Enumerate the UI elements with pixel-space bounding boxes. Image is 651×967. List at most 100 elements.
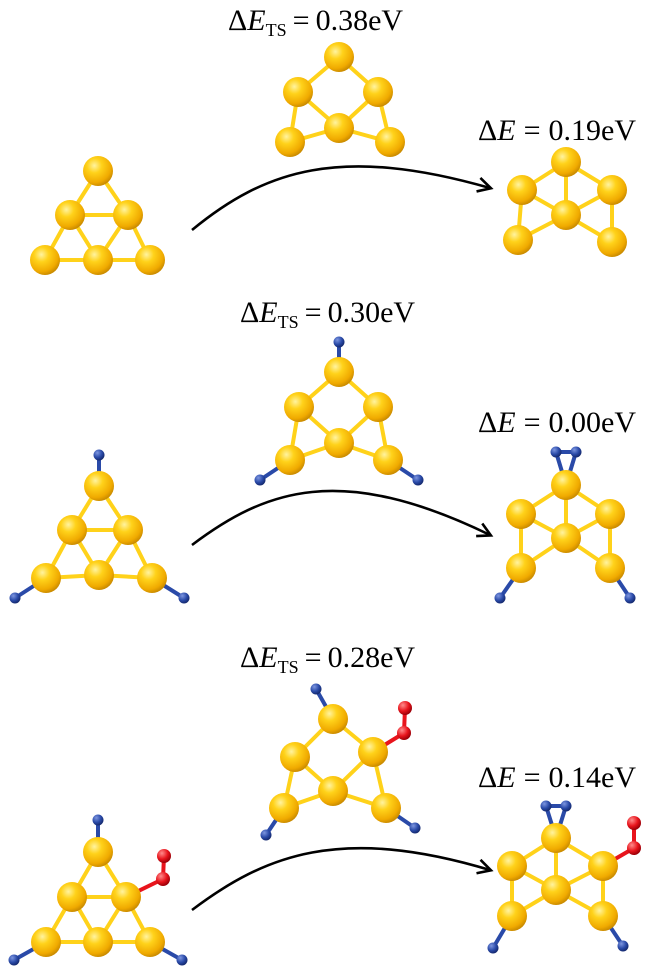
ligand-atom (8, 954, 20, 966)
ligand-atom (412, 474, 424, 486)
gold-atom (135, 927, 165, 957)
gold-atom (84, 560, 114, 590)
reaction-arrow-1 (191, 165, 494, 232)
product-cluster-3 (487, 800, 641, 954)
gold-atom (597, 175, 627, 205)
gold-atom (595, 553, 625, 583)
ligand-atom (254, 474, 266, 486)
ligand-atom (570, 446, 582, 458)
gold-atom (57, 882, 87, 912)
row-1: ΔETS = 0.38eV ΔE = 0.19eV (30, 4, 636, 275)
gold-atom (371, 793, 401, 823)
gold-atom (113, 200, 143, 230)
gold-atom (595, 499, 625, 529)
gold-atom (551, 523, 581, 553)
transition-state-cluster-3 (260, 683, 421, 841)
ligand-atom (176, 954, 188, 966)
ligand-atom (9, 592, 21, 604)
gold-atom (111, 882, 141, 912)
gold-atom (31, 927, 61, 957)
gold-atom (57, 515, 87, 545)
gold-atom (597, 227, 627, 257)
gold-atom (506, 499, 536, 529)
gold-atom (551, 470, 581, 500)
gold-atom (83, 837, 113, 867)
gold-atom (84, 471, 114, 501)
initial-cluster-3 (8, 814, 188, 966)
row-2: ΔETS = 0.30eV ΔE = 0.00eV (9, 296, 636, 604)
oxygen-atom (398, 701, 412, 715)
product-cluster-1 (503, 147, 627, 257)
initial-cluster-1 (30, 156, 165, 275)
oxygen-atom (627, 841, 641, 855)
gold-atom (135, 245, 165, 275)
gold-atom (55, 200, 85, 230)
gold-atom (507, 175, 537, 205)
gold-atom (324, 428, 354, 458)
reaction-arrow-3 (191, 846, 494, 912)
ts-energy-label-2: ΔETS = 0.30eV (240, 296, 415, 332)
gold-atom (551, 147, 581, 177)
ligand-atom (409, 822, 421, 834)
gold-atom (588, 901, 618, 931)
ligand-atom (550, 446, 562, 458)
gold-atom (375, 127, 405, 157)
row-3: ΔETS = 0.28eV ΔE = 0.14eV (8, 641, 641, 966)
ligand-atom (487, 942, 499, 954)
gold-atom (588, 851, 618, 881)
oxygen-atom (157, 849, 171, 863)
ligand-atom (310, 683, 322, 695)
ligand-atom (260, 829, 272, 841)
ts-energy-label-3: ΔETS = 0.28eV (240, 641, 415, 677)
ligand-atom (178, 592, 190, 604)
gold-atom (506, 553, 536, 583)
gold-atom (363, 392, 393, 422)
gold-atom (31, 563, 61, 593)
gold-atom (541, 823, 571, 853)
gold-atom (83, 927, 113, 957)
initial-cluster-2 (9, 449, 190, 604)
ligand-atom (617, 940, 629, 952)
gold-atom (280, 742, 310, 772)
gold-atom (358, 737, 388, 767)
gold-atom (318, 776, 348, 806)
ligand-atom (560, 800, 572, 812)
gold-atom (541, 875, 571, 905)
gold-atom (503, 225, 533, 255)
gold-atom (283, 77, 313, 107)
ts-energy-label-1: ΔETS = 0.38eV (228, 4, 403, 40)
oxygen-atom (627, 816, 641, 830)
oxygen-atom (156, 872, 170, 886)
gold-atom (324, 357, 354, 387)
gold-atom (497, 851, 527, 881)
transition-state-cluster-2 (254, 336, 424, 486)
gold-atom (30, 245, 60, 275)
reaction-arrow-2 (191, 489, 494, 547)
gold-atom (83, 156, 113, 186)
gold-atom (551, 200, 581, 230)
gold-atom (497, 901, 527, 931)
ligand-atom (333, 336, 345, 348)
ligand-atom (624, 592, 636, 604)
gold-atom (275, 445, 305, 475)
gold-atom (137, 563, 167, 593)
product-energy-label-2: ΔE = 0.00eV (478, 406, 636, 439)
gold-atom (275, 127, 305, 157)
gold-atom (324, 113, 354, 143)
transition-state-cluster-1 (275, 42, 405, 157)
gold-atom (324, 42, 354, 72)
gold-atom (113, 515, 143, 545)
product-energy-label-3: ΔE = 0.14eV (478, 761, 636, 794)
oxygen-atom (397, 726, 411, 740)
product-energy-label-1: ΔE = 0.19eV (478, 114, 636, 147)
gold-atom (284, 392, 314, 422)
gold-atom (373, 445, 403, 475)
gold-atom (363, 77, 393, 107)
ligand-atom (494, 592, 506, 604)
product-cluster-2 (494, 446, 636, 604)
gold-atom (318, 704, 348, 734)
ligand-atom (93, 449, 105, 461)
gold-atom (269, 793, 299, 823)
ligand-atom (540, 800, 552, 812)
